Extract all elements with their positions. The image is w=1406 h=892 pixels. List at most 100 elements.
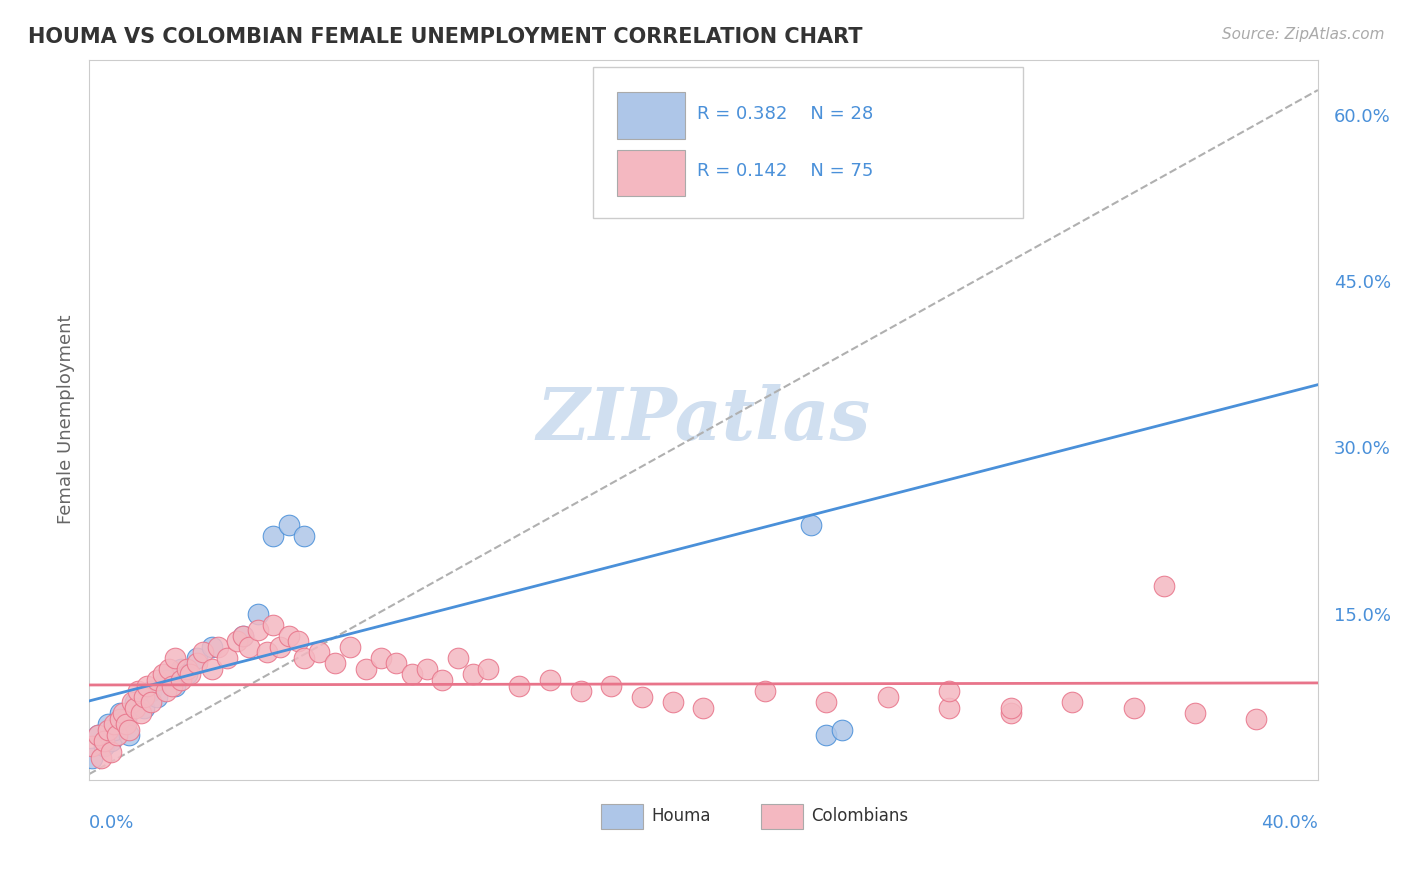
Point — [432, 673, 454, 687]
Point — [232, 629, 254, 643]
Point — [385, 657, 408, 671]
Point — [170, 662, 193, 676]
Point — [370, 650, 392, 665]
Text: 40.0%: 40.0% — [1261, 814, 1317, 832]
Point — [129, 706, 152, 721]
Point — [96, 717, 118, 731]
Point — [93, 739, 115, 754]
Point — [1153, 579, 1175, 593]
Point — [692, 700, 714, 714]
Point — [1062, 695, 1084, 709]
Point — [277, 517, 299, 532]
Point — [256, 645, 278, 659]
Point — [105, 728, 128, 742]
Point — [661, 695, 683, 709]
Point — [323, 657, 346, 671]
Point — [103, 723, 125, 737]
Point — [247, 623, 270, 637]
Point — [176, 667, 198, 681]
Point — [538, 673, 561, 687]
Point — [815, 695, 838, 709]
Point — [170, 673, 193, 687]
Point — [238, 640, 260, 654]
Text: R = 0.142    N = 75: R = 0.142 N = 75 — [697, 162, 873, 180]
Point — [186, 657, 208, 671]
FancyBboxPatch shape — [617, 150, 685, 196]
Point — [754, 684, 776, 698]
Point — [308, 645, 330, 659]
FancyBboxPatch shape — [602, 805, 644, 829]
Point — [876, 690, 898, 704]
Point — [201, 662, 224, 676]
Point — [1246, 712, 1268, 726]
Point — [115, 712, 138, 726]
Point — [118, 723, 141, 737]
Point — [207, 640, 229, 654]
Point — [938, 684, 960, 698]
Point — [1122, 700, 1144, 714]
Point — [1000, 700, 1022, 714]
Text: HOUMA VS COLOMBIAN FEMALE UNEMPLOYMENT CORRELATION CHART: HOUMA VS COLOMBIAN FEMALE UNEMPLOYMENT C… — [28, 27, 863, 46]
Point — [157, 662, 180, 676]
Point — [82, 750, 104, 764]
Point — [108, 706, 131, 721]
Point — [134, 700, 156, 714]
Point — [815, 728, 838, 742]
Point — [269, 640, 291, 654]
Point — [136, 679, 159, 693]
Point — [292, 650, 315, 665]
Point — [831, 723, 853, 737]
Point — [165, 650, 187, 665]
Text: Source: ZipAtlas.com: Source: ZipAtlas.com — [1222, 27, 1385, 42]
Point — [292, 529, 315, 543]
Point — [225, 634, 247, 648]
Point — [165, 679, 187, 693]
Point — [201, 640, 224, 654]
Point — [401, 667, 423, 681]
Point — [339, 640, 361, 654]
Point — [111, 706, 134, 721]
Point — [145, 673, 167, 687]
Point — [118, 728, 141, 742]
Point — [447, 650, 470, 665]
Text: R = 0.382    N = 28: R = 0.382 N = 28 — [697, 104, 873, 122]
Point — [262, 617, 284, 632]
Point — [155, 673, 177, 687]
Point — [87, 728, 110, 742]
Point — [90, 750, 112, 764]
Point — [354, 662, 377, 676]
Point — [127, 684, 149, 698]
FancyBboxPatch shape — [761, 805, 803, 829]
Text: 0.0%: 0.0% — [89, 814, 135, 832]
Point — [100, 745, 122, 759]
Point — [124, 695, 146, 709]
Text: ZIPatlas: ZIPatlas — [537, 384, 870, 455]
Point — [232, 629, 254, 643]
Point — [416, 662, 439, 676]
Point — [87, 728, 110, 742]
Point — [82, 739, 104, 754]
Point — [145, 690, 167, 704]
Point — [800, 517, 823, 532]
Point — [124, 700, 146, 714]
Point — [155, 684, 177, 698]
Point — [115, 717, 138, 731]
Y-axis label: Female Unemployment: Female Unemployment — [58, 315, 75, 524]
Point — [277, 629, 299, 643]
Point — [160, 679, 183, 693]
Point — [287, 634, 309, 648]
Point — [134, 690, 156, 704]
Point — [108, 712, 131, 726]
Point — [1184, 706, 1206, 721]
Point — [191, 645, 214, 659]
Point — [477, 662, 499, 676]
Point — [247, 607, 270, 621]
Text: Colombians: Colombians — [811, 807, 908, 825]
Point — [100, 734, 122, 748]
Point — [508, 679, 530, 693]
Point — [139, 695, 162, 709]
Point — [179, 667, 201, 681]
Point — [754, 130, 776, 145]
Point — [139, 684, 162, 698]
Point — [121, 695, 143, 709]
